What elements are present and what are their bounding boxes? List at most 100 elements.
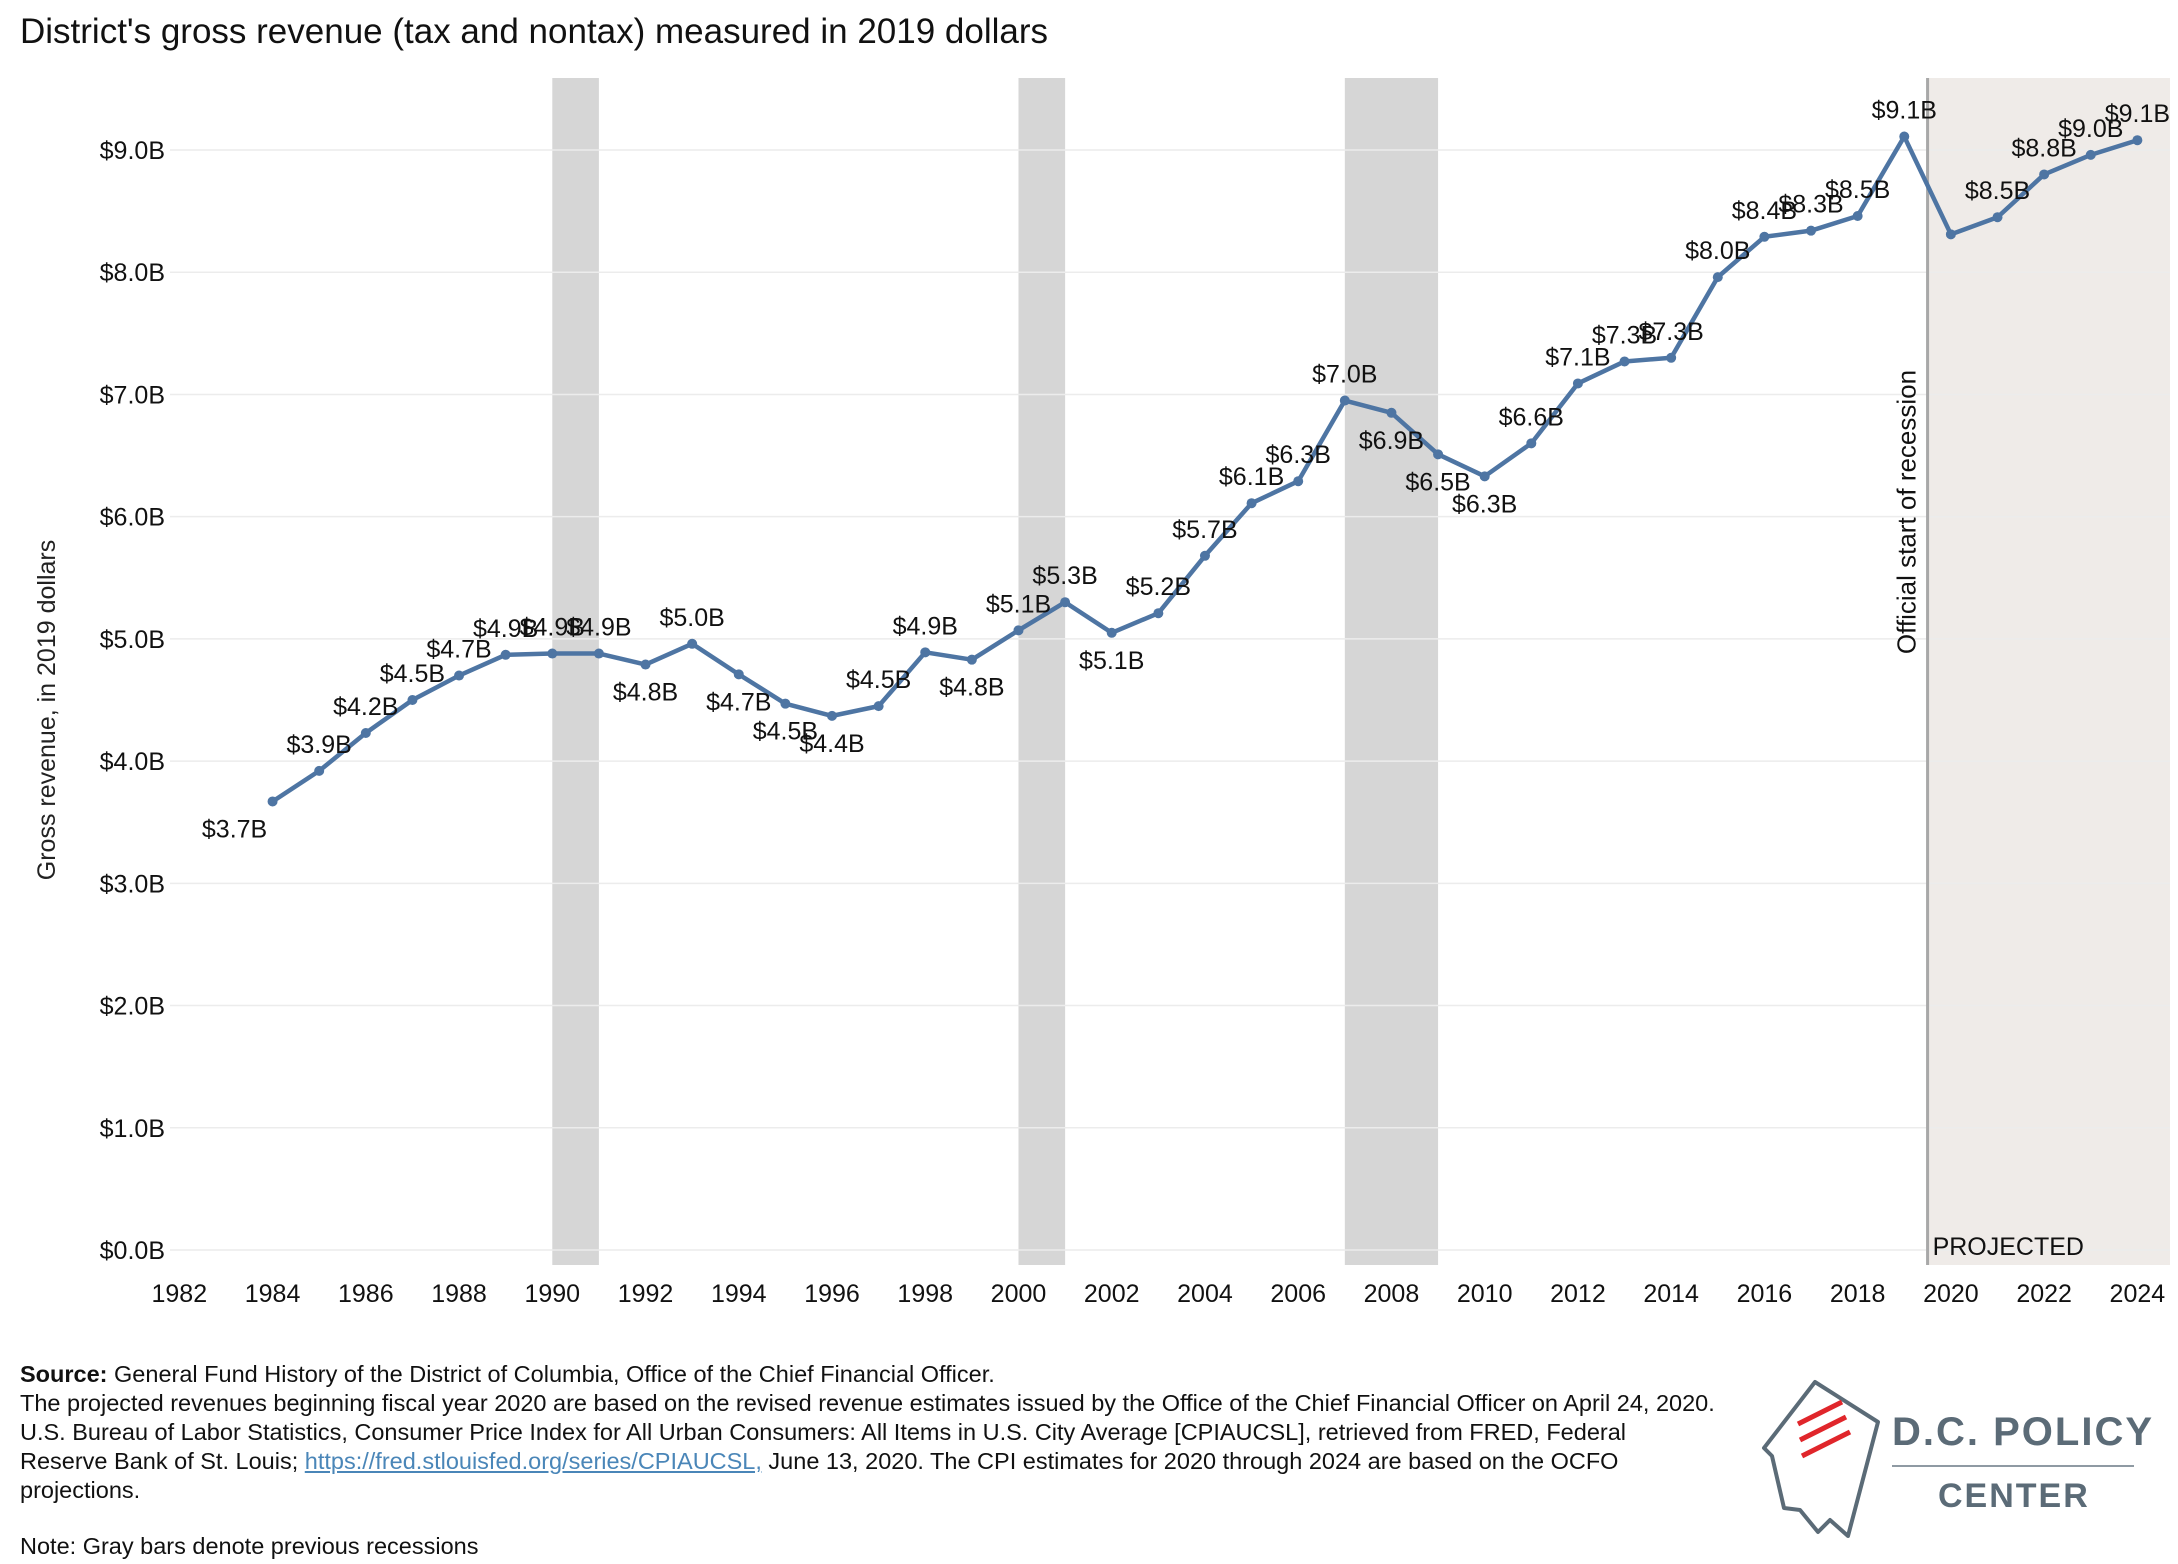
data-label: $4.5B xyxy=(380,660,445,688)
data-point xyxy=(1199,550,1210,561)
data-label: $4.9B xyxy=(520,614,585,642)
data-label: $7.3B xyxy=(1638,318,1703,346)
data-point xyxy=(547,648,558,659)
methodology-text-end: June 13, 2020. The CPI estimates for 202… xyxy=(20,1448,1619,1503)
x-tick-label: 2004 xyxy=(1177,1280,1233,1308)
x-tick-label: 1992 xyxy=(618,1280,674,1308)
data-label: $6.6B xyxy=(1499,403,1564,431)
data-label: $4.7B xyxy=(426,636,491,664)
data-label: $4.7B xyxy=(706,688,771,716)
data-label: $6.3B xyxy=(1266,441,1331,469)
data-point xyxy=(687,638,698,649)
data-point xyxy=(1386,407,1397,418)
x-tick-label: 2024 xyxy=(2110,1280,2166,1308)
data-label: $6.3B xyxy=(1452,490,1517,518)
y-tick-label: $6.0B xyxy=(100,504,165,532)
data-point xyxy=(1246,498,1257,509)
projection-shade xyxy=(1927,78,2170,1265)
data-label: $4.9B xyxy=(473,615,538,643)
y-tick-label: $1.0B xyxy=(100,1115,165,1143)
dc-policy-center-logo: D.C. POLICY CENTER xyxy=(1760,1360,2160,1550)
data-point xyxy=(827,710,838,721)
data-label: $4.5B xyxy=(753,718,818,746)
data-point xyxy=(454,670,465,681)
x-tick-label: 2002 xyxy=(1084,1280,1140,1308)
data-point xyxy=(780,698,791,709)
data-point xyxy=(1433,449,1444,460)
data-point xyxy=(1526,438,1537,449)
x-tick-label: 2012 xyxy=(1550,1280,1606,1308)
data-label: $4.9B xyxy=(893,612,958,640)
x-tick-label: 2022 xyxy=(2016,1280,2072,1308)
data-label: $3.7B xyxy=(202,815,267,843)
data-label: $3.9B xyxy=(287,731,352,759)
methodology-text: The projected revenues beginning fiscal … xyxy=(20,1390,1715,1474)
projected-label: PROJECTED xyxy=(1933,1233,2084,1261)
data-point xyxy=(360,728,371,738)
data-point xyxy=(1060,597,1071,608)
x-tick-label: 1996 xyxy=(804,1280,860,1308)
y-tick-label: $2.0B xyxy=(100,993,165,1021)
x-tick-label: 1986 xyxy=(338,1280,394,1308)
data-label: $7.1B xyxy=(1545,343,1610,371)
x-tick-label: 1990 xyxy=(524,1280,580,1308)
data-point xyxy=(1992,212,2003,223)
data-point xyxy=(966,654,977,665)
data-label: $8.8B xyxy=(2011,134,2076,162)
x-tick-label: 1994 xyxy=(711,1280,767,1308)
x-tick-label: 2008 xyxy=(1364,1280,1420,1308)
data-point xyxy=(1712,272,1723,283)
data-label: $8.3B xyxy=(1778,191,1843,219)
recession-bar xyxy=(1344,78,1439,1265)
x-tick-label: 2006 xyxy=(1270,1280,1326,1308)
data-label: $7.0B xyxy=(1312,361,1377,389)
data-point xyxy=(1759,231,1770,242)
data-point xyxy=(1153,608,1164,619)
x-tick-label: 1982 xyxy=(152,1280,208,1308)
chart-footer: Source: General Fund History of the Dist… xyxy=(20,1360,1720,1561)
data-point xyxy=(407,695,418,705)
y-tick-label: $3.0B xyxy=(100,870,165,898)
y-axis-label: Gross revenue, in 2019 dollars xyxy=(33,540,61,880)
x-tick-label: 1984 xyxy=(245,1280,301,1308)
data-label: $5.0B xyxy=(659,604,724,632)
y-tick-label: $4.0B xyxy=(100,748,165,776)
methodology-note: The projected revenues beginning fiscal … xyxy=(20,1389,1720,1505)
data-point xyxy=(593,648,604,659)
recession-start-label: Official start of recession xyxy=(1892,370,1922,654)
fred-link[interactable]: https://fred.stlouisfed.org/series/CPIAU… xyxy=(304,1448,762,1474)
x-tick-label: 2014 xyxy=(1643,1280,1699,1308)
y-tick-label: $5.0B xyxy=(100,626,165,654)
data-point xyxy=(1013,625,1024,636)
data-label: $4.9B xyxy=(566,614,631,642)
data-label: $4.5B xyxy=(846,666,911,694)
data-label: $5.1B xyxy=(986,590,1051,618)
data-label: $7.3B xyxy=(1592,321,1657,349)
source-text: General Fund History of the District of … xyxy=(107,1361,995,1387)
data-point xyxy=(2085,149,2096,160)
data-label: $9.0B xyxy=(2058,115,2123,143)
y-tick-label: $9.0B xyxy=(100,137,165,165)
data-point xyxy=(733,669,744,680)
recession-bar xyxy=(552,78,599,1265)
data-point xyxy=(1806,225,1817,236)
data-point xyxy=(500,649,511,660)
source-note: Source: General Fund History of the Dist… xyxy=(20,1360,1720,1389)
data-label: $5.3B xyxy=(1032,562,1097,590)
data-point xyxy=(1619,356,1630,367)
data-point xyxy=(2039,169,2050,180)
data-label: $6.5B xyxy=(1405,468,1470,496)
data-point xyxy=(2132,135,2143,146)
line-chart: $0.0B $1.0B $2.0B $3.0B $4.0B $5.0B $6.0B $7.0B… xyxy=(33,78,2170,1308)
y-tick-label: $7.0B xyxy=(100,381,165,409)
data-label: $5.1B xyxy=(1079,647,1144,675)
x-tick-label: 1998 xyxy=(897,1280,953,1308)
data-point xyxy=(1666,352,1677,363)
data-point xyxy=(314,765,325,776)
data-point xyxy=(1293,476,1304,487)
logo-divider xyxy=(1892,1465,2134,1467)
recession-bar xyxy=(1018,78,1066,1265)
data-label: $5.2B xyxy=(1126,573,1191,601)
data-label: $4.2B xyxy=(333,693,398,721)
data-point xyxy=(920,647,931,658)
